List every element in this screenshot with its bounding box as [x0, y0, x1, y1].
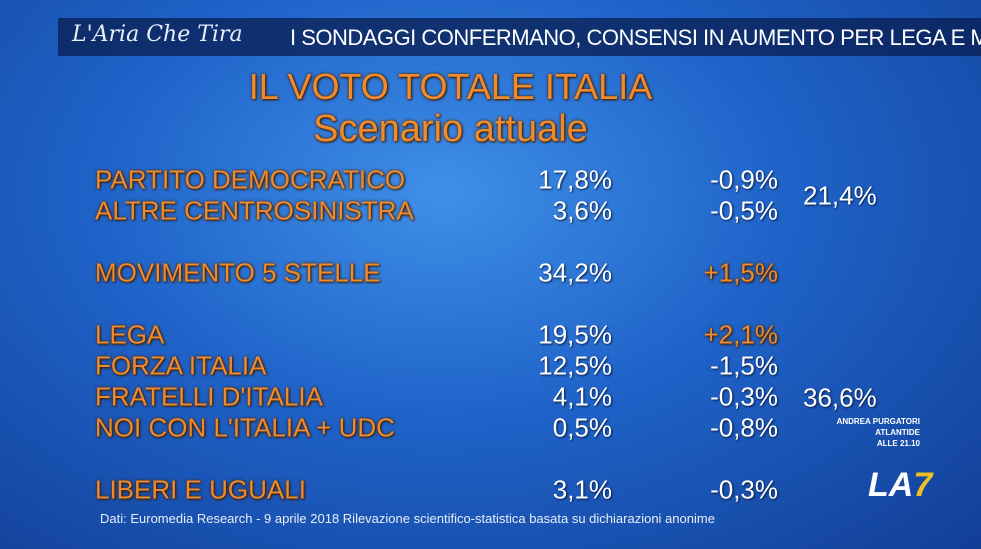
share: 0,5%	[552, 412, 612, 443]
group-total: 21,4%	[803, 180, 877, 210]
party-name: LEGA	[95, 319, 165, 350]
header-bar	[58, 18, 981, 56]
show-logo: L'Aria Che Tira	[72, 22, 243, 47]
share: 19,5%	[538, 319, 612, 350]
promo-note: ANDREA PURGATORI ATLANTIDE ALLE 21.10	[800, 416, 920, 449]
share: 12,5%	[538, 350, 612, 381]
party-name: MOVIMENTO 5 STELLE	[95, 257, 381, 288]
change: -1,5%	[710, 350, 778, 381]
headline: I SONDAGGI CONFERMANO, CONSENSI IN AUMEN…	[290, 25, 981, 50]
change: -0,5%	[710, 195, 778, 226]
change: -0,3%	[710, 381, 778, 412]
party-name: NOI CON L'ITALIA + UDC	[95, 412, 395, 443]
party-name: ALTRE CENTROSINISTRA	[95, 195, 414, 226]
change: +2,1%	[703, 319, 778, 350]
channel-logo: LA7	[868, 466, 933, 504]
promo-line: ATLANTIDE	[875, 428, 920, 437]
source: Dati: Euromedia Research - 9 aprile 2018…	[100, 511, 715, 526]
share: 3,1%	[552, 474, 612, 505]
change: -0,9%	[710, 164, 778, 195]
party-name: FRATELLI D'ITALIA	[95, 381, 323, 412]
title: IL VOTO TOTALE ITALIA	[248, 66, 653, 107]
promo-line: ANDREA PURGATORI	[836, 417, 920, 426]
change: -0,3%	[710, 474, 778, 505]
change: +1,5%	[703, 257, 778, 288]
party-name: FORZA ITALIA	[95, 350, 267, 381]
share: 34,2%	[538, 257, 612, 288]
share: 3,6%	[552, 195, 612, 226]
share: 17,8%	[538, 164, 612, 195]
subtitle: Scenario attuale	[313, 108, 588, 150]
change: -0,8%	[710, 412, 778, 443]
party-name: PARTITO DEMOCRATICO	[95, 164, 406, 195]
share: 4,1%	[552, 381, 612, 412]
group-total: 36,6%	[803, 382, 877, 412]
party-name: LIBERI E UGUALI	[95, 474, 306, 505]
promo-line: ALLE 21.10	[876, 439, 920, 448]
